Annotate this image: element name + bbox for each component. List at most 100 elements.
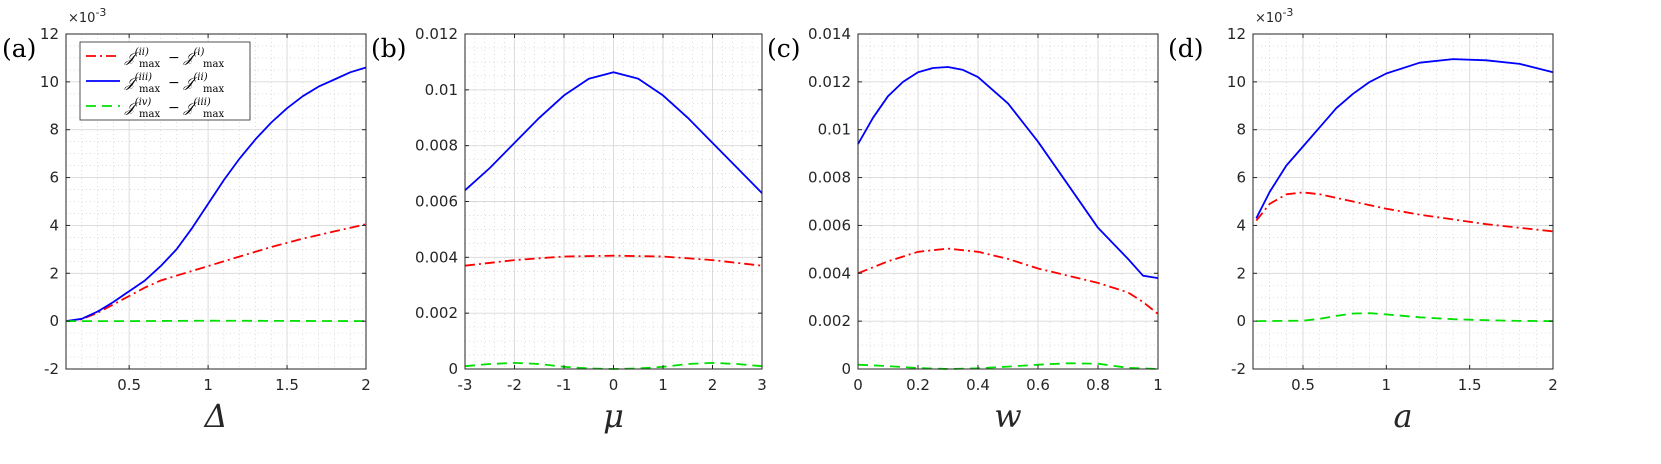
panel-label: (c): [767, 34, 801, 63]
panel-label: (d): [1168, 34, 1204, 63]
minor-grid: [1252, 33, 1554, 370]
legend-sub: max: [203, 84, 224, 95]
x-axis-label: Δ: [202, 397, 227, 435]
series-line-1: [65, 223, 367, 322]
x-tick-label: 0.6: [1026, 376, 1050, 394]
x-tick-label: 2: [361, 376, 371, 394]
series-line-3: [857, 362, 1159, 370]
x-tick-label: 0.5: [1291, 376, 1315, 394]
legend-sub: max: [139, 84, 160, 95]
y-tick-label: 0: [841, 360, 851, 378]
x-tick-label: -3: [458, 376, 473, 394]
major-grid: [464, 33, 763, 370]
x-tick-label: 3: [757, 376, 767, 394]
y-tick-label: 0.008: [808, 169, 851, 187]
y-tick-label: 0.014: [808, 25, 851, 43]
panel-label: (a): [2, 34, 36, 63]
y-tick-label: 12: [1227, 25, 1246, 43]
y-tick-label: 6: [1236, 169, 1246, 187]
y-tick-label: 12: [40, 25, 59, 43]
x-tick-label: 1: [1153, 376, 1163, 394]
series-line-2: [857, 66, 1159, 279]
x-axis-label: w: [994, 397, 1021, 435]
y-tick-label: 0.006: [415, 193, 458, 211]
x-tick-label: 1: [1382, 376, 1392, 394]
x-tick-label: -1: [557, 376, 572, 394]
x-tick-label: 2: [708, 376, 718, 394]
legend-sup: (iii): [135, 72, 152, 83]
series-line-2: [1255, 58, 1554, 219]
x-tick-label: 0: [609, 376, 619, 394]
y-tick-label: 0.002: [415, 304, 458, 322]
y-tick-label: 8: [1236, 121, 1246, 139]
y-tick-label: 4: [49, 216, 59, 234]
y-tick-label: 0.004: [808, 264, 851, 282]
y-multiplier: ×10-3: [1255, 6, 1293, 26]
legend-sup: (ii): [135, 47, 149, 58]
y-tick-label: 0.01: [425, 81, 458, 99]
axes-box: [1252, 33, 1554, 370]
y-multiplier-exp: -3: [1282, 6, 1293, 19]
x-tick-label: 1: [658, 376, 668, 394]
y-tick-label: 8: [49, 121, 59, 139]
legend-sup: (ii): [193, 72, 207, 83]
y-multiplier-base: ×10: [1255, 11, 1282, 26]
panel-a: 0.5 1 1.5 2 -2 0 2 4 6 8 10 12 ×10-3 Δ (a) 𝒥(ii) max − 𝒥(i…: [2, 6, 371, 435]
minor-grid: [857, 33, 1159, 370]
y-multiplier-base: ×10: [68, 11, 95, 26]
series-line-1: [1255, 191, 1554, 233]
x-tick-label: 0.8: [1086, 376, 1110, 394]
x-tick-label: 1: [203, 376, 213, 394]
panel-c: 0 0.2 0.4 0.6 0.8 1 0 0.002 0.004 0.006 0.008 0.01 0…: [767, 25, 1163, 435]
x-axis-label: a: [1393, 397, 1412, 435]
y-tick-label: 0.002: [808, 312, 851, 330]
legend-sup: (i): [193, 47, 204, 58]
y-tick-label: 0: [49, 312, 59, 330]
y-tick-label: 0.012: [415, 25, 458, 43]
legend-minus: −: [168, 50, 180, 66]
y-tick-label: 0.01: [818, 121, 851, 139]
y-tick-label: 0: [448, 360, 458, 378]
y-tick-label: 0.012: [808, 73, 851, 91]
y-tick-label: 2: [49, 264, 59, 282]
legend-minus: −: [168, 75, 180, 91]
series-line-2: [65, 66, 367, 322]
y-tick-label: 0: [1236, 312, 1246, 330]
panel-b: -3 -2 -1 0 1 2 3 0 0.002 0.004 0.006 0.008 0.01 0.012…: [371, 25, 767, 435]
axes-box: [65, 33, 367, 370]
legend-minus: −: [168, 100, 180, 116]
panel-label: (b): [371, 34, 407, 63]
legend-sub: max: [203, 109, 224, 120]
y-tick-label: -2: [1231, 360, 1246, 378]
y-tick-label: 10: [40, 73, 59, 91]
legend-sup: (iii): [193, 97, 210, 108]
series-line-1: [857, 247, 1159, 315]
x-tick-label: 0.5: [117, 376, 141, 394]
x-tick-label: 2: [1548, 376, 1558, 394]
series-line-1: [464, 254, 763, 267]
series-line-3: [1256, 312, 1554, 322]
legend-sub: max: [139, 109, 160, 120]
series-line-2: [464, 71, 763, 194]
x-tick-label: 0.4: [966, 376, 990, 394]
y-tick-label: 4: [1236, 216, 1246, 234]
x-tick-label: 0: [853, 376, 863, 394]
y-tick-label: 0.006: [808, 216, 851, 234]
x-tick-label: -2: [507, 376, 522, 394]
y-tick-label: 2: [1236, 264, 1246, 282]
x-tick-label: 0.2: [906, 376, 930, 394]
y-multiplier-exp: -3: [95, 6, 106, 19]
y-multiplier: ×10-3: [68, 6, 106, 26]
legend-sub: max: [139, 59, 160, 70]
legend-sup: (iv): [135, 97, 152, 108]
x-tick-label: 1.5: [275, 376, 299, 394]
y-tick-label: 0.008: [415, 137, 458, 155]
y-tick-label: 0.004: [415, 248, 458, 266]
y-tick-label: 6: [49, 169, 59, 187]
y-tick-label: -2: [44, 360, 59, 378]
legend-sub: max: [203, 59, 224, 70]
axes-box: [857, 33, 1159, 370]
panel-d: 0.5 1 1.5 2 -2 0 2 4 6 8 10 12 ×10-3 a (d): [1168, 6, 1558, 435]
x-axis-label: μ: [603, 397, 624, 435]
